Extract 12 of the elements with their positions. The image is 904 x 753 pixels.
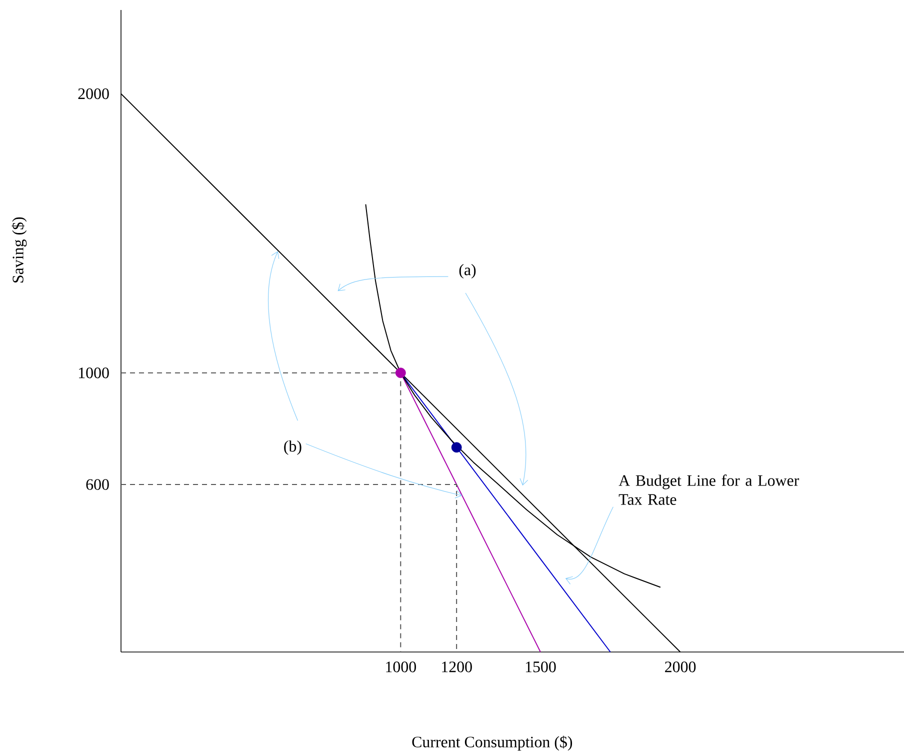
annotation: A Budget Line for a Lower Tax Rate (618, 474, 800, 505)
x-tick-label: 1000 (386, 662, 416, 672)
x-tick-label: 1200 (442, 662, 472, 672)
y-axis-title: Saving ($) (12, 217, 27, 282)
x-tick-label: 2000 (665, 662, 696, 672)
y-tick-label: 2000 (78, 88, 109, 100)
x-axis-title: Current Consumption ($) (412, 736, 572, 751)
annotation: (b) (284, 440, 302, 455)
x-tick-label: 1500 (526, 662, 556, 672)
y-tick-label: 600 (86, 479, 109, 490)
y-tick-label: 1000 (79, 367, 109, 378)
annotation: (a) (459, 264, 476, 278)
